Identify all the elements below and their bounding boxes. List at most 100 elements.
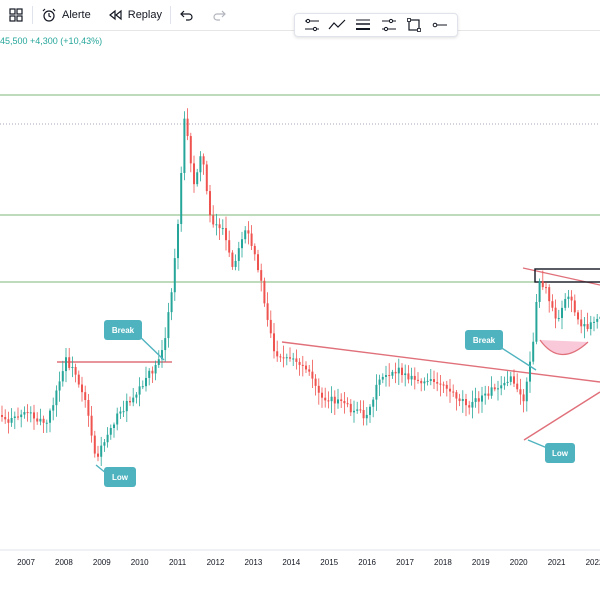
candle-body: [135, 394, 138, 398]
horizontal-ray-button[interactable]: [430, 16, 450, 34]
candle-body: [74, 367, 77, 375]
drawing-settings-button[interactable]: [302, 16, 322, 34]
candle-body: [593, 321, 595, 323]
candle-body: [343, 400, 346, 404]
candle-body: [500, 385, 503, 389]
line-style-button[interactable]: [327, 16, 347, 34]
line-width-button[interactable]: [353, 16, 373, 34]
candle-body: [433, 379, 435, 383]
x-tick-label: 2007: [17, 558, 35, 567]
uptrend-line[interactable]: [523, 391, 600, 441]
grid-icon: [9, 8, 23, 22]
candle-body: [212, 215, 215, 225]
candle-body: [324, 397, 327, 401]
candle-body: [407, 373, 410, 380]
candle-body: [477, 398, 480, 402]
downtrend-line[interactable]: [281, 341, 600, 383]
candle-body: [503, 382, 506, 386]
undo-icon: [180, 10, 193, 21]
candle-body: [362, 410, 365, 419]
break-callout[interactable]: Break: [104, 320, 142, 340]
candle-body: [209, 191, 211, 216]
candle-body: [285, 357, 288, 359]
alert-button[interactable]: Alerte: [33, 0, 99, 30]
candle-body: [13, 416, 16, 419]
x-tick-label: 2016: [358, 558, 376, 567]
candle-body: [228, 240, 231, 253]
cup-pattern-outline[interactable]: [539, 339, 589, 356]
candle-body: [516, 383, 519, 390]
candle-body: [119, 411, 122, 414]
candle-body: [378, 379, 381, 385]
candle-body: [295, 358, 298, 362]
select-area-button[interactable]: [404, 16, 424, 34]
candle-body: [196, 172, 199, 185]
redo-button[interactable]: [203, 0, 235, 30]
candle-body: [532, 341, 535, 362]
candle-body: [65, 357, 67, 372]
candle-body: [161, 350, 163, 360]
candle-body: [577, 312, 579, 320]
candle-body: [298, 361, 301, 365]
candle-body: [61, 371, 64, 382]
break-callout-text: Break: [112, 326, 135, 335]
candle-body: [100, 445, 103, 457]
candle-body: [189, 136, 192, 164]
candle-body: [455, 392, 458, 399]
candle-body: [506, 381, 509, 383]
break-callout[interactable]: Break: [465, 330, 503, 350]
square-icon: [407, 18, 422, 32]
undo-button[interactable]: [171, 0, 203, 30]
candle-body: [20, 414, 23, 418]
x-tick-label: 2009: [93, 558, 111, 567]
price-change: 45,500 +4,300 (+10,43%): [0, 36, 103, 46]
range-box[interactable]: [534, 268, 600, 283]
candle-body: [346, 403, 349, 405]
x-tick-label: 2010: [131, 558, 149, 567]
candle-body: [314, 378, 317, 386]
candle-body: [45, 422, 48, 424]
candle-body: [439, 383, 442, 385]
low-callout[interactable]: Low: [545, 443, 575, 463]
candle-body: [7, 419, 10, 423]
candle-body: [410, 375, 413, 380]
candle-body: [52, 405, 55, 411]
candle-body: [183, 118, 186, 174]
replay-button[interactable]: Replay: [99, 0, 170, 30]
low-callout[interactable]: Low: [104, 467, 136, 487]
candle-body: [145, 377, 147, 387]
candle-body: [273, 333, 275, 352]
toolbar-divider: [32, 6, 33, 24]
candle-body: [567, 296, 570, 300]
alert-label: Alerte: [62, 9, 91, 21]
candle-body: [317, 385, 320, 393]
candle-body: [33, 412, 35, 419]
candle-body: [330, 396, 333, 402]
candle-body: [436, 382, 439, 384]
candle-body: [77, 374, 80, 385]
candle-body: [29, 412, 32, 414]
sliders-icon: [304, 18, 319, 32]
candle-body: [148, 370, 151, 378]
candle-body: [279, 356, 282, 358]
candle-body: [193, 163, 195, 185]
line-endpoints-button[interactable]: [379, 16, 399, 34]
candle-body: [388, 375, 391, 377]
candle-body: [218, 224, 221, 229]
candle-body: [157, 359, 160, 365]
candle-body: [84, 392, 87, 401]
candle-body: [263, 280, 266, 304]
layout-button[interactable]: [0, 0, 32, 30]
lines-icon: [356, 19, 371, 30]
candle-body: [202, 156, 205, 165]
candle-body: [122, 411, 125, 413]
candle-body: [481, 395, 483, 402]
candle-body: [17, 416, 19, 418]
price-chart[interactable]: Break Low Break Low 2007 2008 2009 2010 2011…: [0, 30, 600, 600]
candle-body: [356, 409, 359, 411]
candle-body: [186, 118, 189, 137]
candle-body: [557, 317, 560, 319]
candle-body: [333, 396, 336, 404]
candle-body: [474, 398, 477, 402]
candle-body: [23, 412, 26, 415]
